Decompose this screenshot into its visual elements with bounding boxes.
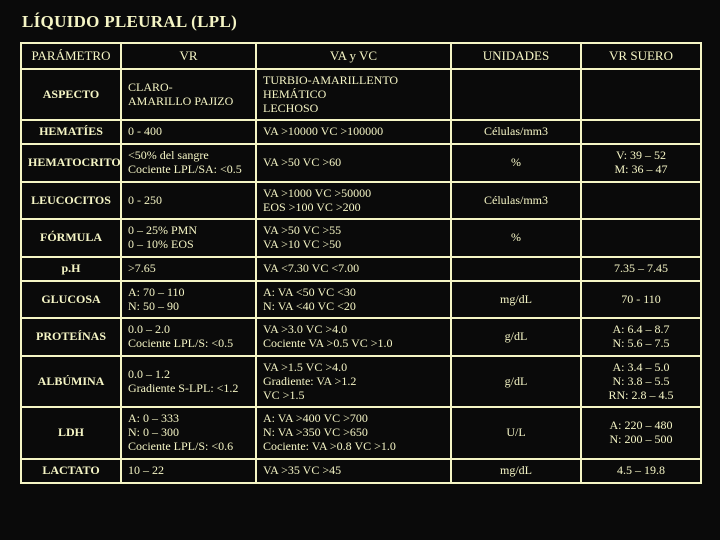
cell-param: LDH: [21, 407, 121, 458]
cell-vavc: VA >3.0 VC >4.0 Cociente VA >0.5 VC >1.0: [256, 318, 451, 356]
table-body: ASPECTOCLARO- AMARILLO PAJIZOTURBIO-AMAR…: [21, 69, 701, 483]
cell-vr: 0 - 250: [121, 182, 256, 220]
cell-suero: V: 39 – 52 M: 36 – 47: [581, 144, 701, 182]
cell-vavc: VA >1.5 VC >4.0 Gradiente: VA >1.2 VC >1…: [256, 356, 451, 407]
cell-unidades: g/dL: [451, 356, 581, 407]
cell-vavc: A: VA <50 VC <30 N: VA <40 VC <20: [256, 281, 451, 319]
table-row: ALBÚMINA0.0 – 1.2 Gradiente S-LPL: <1.2V…: [21, 356, 701, 407]
cell-vavc: VA >10000 VC >100000: [256, 120, 451, 144]
header-vr-suero: VR SUERO: [581, 43, 701, 69]
header-parametro: PARÁMETRO: [21, 43, 121, 69]
cell-unidades: Células/mm3: [451, 182, 581, 220]
cell-vavc: VA <7.30 VC <7.00: [256, 257, 451, 281]
cell-suero: 7.35 – 7.45: [581, 257, 701, 281]
table-row: FÓRMULA0 – 25% PMN 0 – 10% EOSVA >50 VC …: [21, 219, 701, 257]
cell-unidades: mg/dL: [451, 281, 581, 319]
cell-vr: >7.65: [121, 257, 256, 281]
cell-param: p.H: [21, 257, 121, 281]
cell-vr: CLARO- AMARILLO PAJIZO: [121, 69, 256, 120]
cell-suero: [581, 120, 701, 144]
cell-param: ALBÚMINA: [21, 356, 121, 407]
cell-vavc: VA >1000 VC >50000 EOS >100 VC >200: [256, 182, 451, 220]
cell-vavc: TURBIO-AMARILLENTO HEMÁTICO LECHOSO: [256, 69, 451, 120]
cell-vr: A: 70 – 110 N: 50 – 90: [121, 281, 256, 319]
cell-vr: 0 - 400: [121, 120, 256, 144]
cell-vr: 10 – 22: [121, 459, 256, 483]
cell-suero: [581, 182, 701, 220]
header-vr: VR: [121, 43, 256, 69]
header-va-vc: VA y VC: [256, 43, 451, 69]
cell-unidades: g/dL: [451, 318, 581, 356]
cell-vr: A: 0 – 333 N: 0 – 300 Cociente LPL/S: <0…: [121, 407, 256, 458]
table-row: GLUCOSAA: 70 – 110 N: 50 – 90A: VA <50 V…: [21, 281, 701, 319]
cell-suero: A: 6.4 – 8.7 N: 5.6 – 7.5: [581, 318, 701, 356]
cell-param: PROTEÍNAS: [21, 318, 121, 356]
cell-vavc: A: VA >400 VC >700 N: VA >350 VC >650 Co…: [256, 407, 451, 458]
cell-vr: 0 – 25% PMN 0 – 10% EOS: [121, 219, 256, 257]
cell-suero: 4.5 – 19.8: [581, 459, 701, 483]
cell-unidades: [451, 257, 581, 281]
cell-param: GLUCOSA: [21, 281, 121, 319]
cell-vavc: VA >50 VC >60: [256, 144, 451, 182]
table-header-row: PARÁMETRO VR VA y VC UNIDADES VR SUERO: [21, 43, 701, 69]
cell-suero: [581, 69, 701, 120]
cell-suero: A: 3.4 – 5.0 N: 3.8 – 5.5 RN: 2.8 – 4.5: [581, 356, 701, 407]
cell-vr: 0.0 – 1.2 Gradiente S-LPL: <1.2: [121, 356, 256, 407]
cell-param: FÓRMULA: [21, 219, 121, 257]
cell-unidades: mg/dL: [451, 459, 581, 483]
table-row: HEMATÍES0 - 400VA >10000 VC >100000Célul…: [21, 120, 701, 144]
cell-vavc: VA >35 VC >45: [256, 459, 451, 483]
table-row: p.H>7.65VA <7.30 VC <7.00 7.35 – 7.45: [21, 257, 701, 281]
cell-unidades: Células/mm3: [451, 120, 581, 144]
cell-param: ASPECTO: [21, 69, 121, 120]
cell-suero: [581, 219, 701, 257]
cell-unidades: U/L: [451, 407, 581, 458]
cell-vr: <50% del sangre Cociente LPL/SA: <0.5: [121, 144, 256, 182]
cell-param: HEMATOCRITO: [21, 144, 121, 182]
cell-vr: 0.0 – 2.0 Cociente LPL/S: <0.5: [121, 318, 256, 356]
lpl-table: PARÁMETRO VR VA y VC UNIDADES VR SUERO A…: [20, 42, 702, 484]
cell-unidades: %: [451, 144, 581, 182]
page-title: LÍQUIDO PLEURAL (LPL): [0, 0, 720, 42]
table-row: PROTEÍNAS0.0 – 2.0 Cociente LPL/S: <0.5 …: [21, 318, 701, 356]
cell-vavc: VA >50 VC >55 VA >10 VC >50: [256, 219, 451, 257]
header-unidades: UNIDADES: [451, 43, 581, 69]
table-row: LACTATO10 – 22VA >35 VC >45mg/dL4.5 – 19…: [21, 459, 701, 483]
table-row: LEUCOCITOS0 - 250VA >1000 VC >50000 EOS …: [21, 182, 701, 220]
table-row: LDHA: 0 – 333 N: 0 – 300 Cociente LPL/S:…: [21, 407, 701, 458]
table-row: ASPECTOCLARO- AMARILLO PAJIZOTURBIO-AMAR…: [21, 69, 701, 120]
cell-unidades: [451, 69, 581, 120]
cell-param: LACTATO: [21, 459, 121, 483]
cell-param: HEMATÍES: [21, 120, 121, 144]
cell-suero: 70 - 110: [581, 281, 701, 319]
cell-suero: A: 220 – 480 N: 200 – 500: [581, 407, 701, 458]
table-row: HEMATOCRITO<50% del sangre Cociente LPL/…: [21, 144, 701, 182]
cell-param: LEUCOCITOS: [21, 182, 121, 220]
cell-unidades: %: [451, 219, 581, 257]
